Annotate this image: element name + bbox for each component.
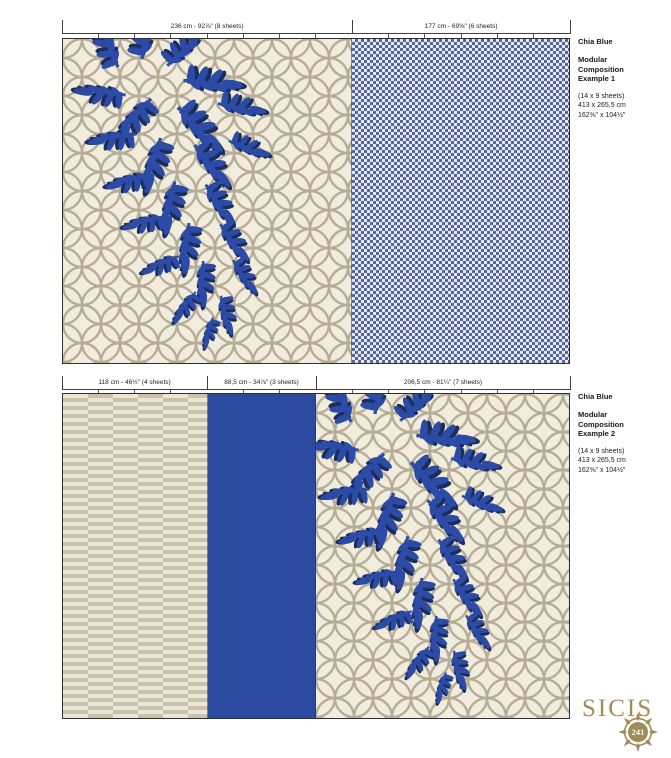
composition-label: Modular Composition Example 1 <box>578 55 624 83</box>
sheet-tick <box>97 34 99 38</box>
info-block-example-1: Chia Blue Modular Composition Example 1 … <box>578 37 670 120</box>
section-divider <box>206 376 208 390</box>
sheet-tick <box>460 34 462 38</box>
section-divider <box>61 20 63 34</box>
sheet-tick <box>279 390 281 394</box>
ruler-label: 206,5 cm - 81¼" (7 sheets) <box>403 379 483 386</box>
sheet-tick <box>170 390 172 394</box>
composition-panel-example-1 <box>62 38 570 364</box>
section-divider <box>315 376 317 390</box>
product-name: Chia Blue <box>578 37 613 46</box>
sheet-tick <box>279 34 281 38</box>
panel-section-beige-stripes <box>63 394 208 718</box>
section-divider <box>61 376 63 390</box>
ruler-label: 88,5 cm - 34⅞" (3 sheets) <box>224 379 299 386</box>
panel-section-mosaic-branch <box>315 394 569 718</box>
sheet-tick <box>351 390 353 394</box>
sheet-tick <box>496 34 498 38</box>
composition-specs: (14 x 9 sheets) 413 x 265,5 cm 162⅝" x 1… <box>578 447 626 474</box>
sheet-tick <box>134 34 136 38</box>
sheet-tick <box>97 390 99 394</box>
page-number: 241 <box>632 727 645 737</box>
sheet-tick <box>134 390 136 394</box>
mosaic-branch-artwork <box>315 394 569 718</box>
composition-specs: (14 x 9 sheets) 413 x 265,5 cm 162⅝" x 1… <box>578 92 626 119</box>
measure-ruler-example-2: 118 cm - 46½" (4 sheets) 88,5 cm - 34⅞" (… <box>61 376 571 394</box>
sheet-tick <box>315 34 317 38</box>
ruler-label: 118 cm - 46½" (4 sheets) <box>98 379 171 386</box>
composition-panel-example-2 <box>62 393 570 719</box>
sheet-tick <box>424 390 426 394</box>
sheet-tick <box>170 34 172 38</box>
sheet-tick <box>424 34 426 38</box>
section-divider <box>351 20 353 34</box>
product-name: Chia Blue <box>578 392 613 401</box>
panel-section-mosaic-branch <box>63 39 353 363</box>
sheet-tick <box>533 34 535 38</box>
sheet-tick <box>242 34 244 38</box>
mosaic-branch-artwork <box>63 39 353 363</box>
page-number-badge: 241 <box>618 712 658 752</box>
sheet-tick <box>533 390 535 394</box>
sheet-tick <box>206 34 208 38</box>
panel-section-blue-check <box>352 39 569 363</box>
ruler-label: 177 cm - 69⅝" (6 sheets) <box>424 23 498 30</box>
sheet-tick <box>388 390 390 394</box>
ruler-label: 236 cm - 92⅞" (8 sheets) <box>170 23 244 30</box>
sheet-tick <box>388 34 390 38</box>
sheet-tick <box>460 390 462 394</box>
panel-section-solid-blue <box>207 394 316 718</box>
composition-label: Modular Composition Example 2 <box>578 410 624 438</box>
section-divider <box>569 376 571 390</box>
section-divider <box>569 20 571 34</box>
measure-ruler-example-1: 236 cm - 92⅞" (8 sheets) 177 cm - 69⅝" (6… <box>61 20 571 38</box>
info-block-example-2: Chia Blue Modular Composition Example 2 … <box>578 392 670 475</box>
sheet-tick <box>496 390 498 394</box>
sheet-tick <box>242 390 244 394</box>
